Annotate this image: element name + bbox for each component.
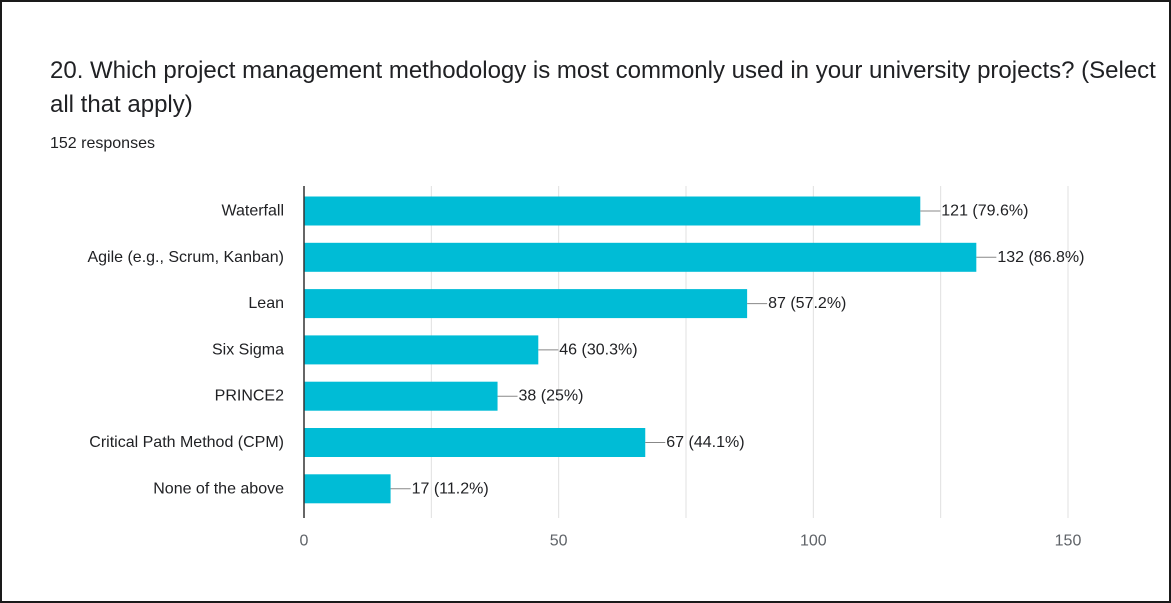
data-label: 38 (25%) [519, 388, 584, 405]
category-label: Critical Path Method (CPM) [89, 434, 284, 451]
category-label: PRINCE2 [215, 388, 284, 405]
data-label: 67 (44.1%) [666, 434, 744, 451]
data-label: 46 (30.3%) [559, 341, 637, 358]
bar-0 [304, 196, 921, 226]
bar-1 [304, 242, 977, 272]
category-label: Lean [248, 295, 284, 312]
bar-5 [304, 428, 646, 457]
data-label: 87 (57.2%) [768, 295, 846, 312]
bar-6 [304, 474, 391, 504]
question-title: 20. Which project management methodology… [50, 57, 1156, 118]
bar-2 [304, 289, 748, 319]
bar-3 [304, 335, 539, 365]
data-label: 17 (11.2%) [412, 480, 489, 497]
category-label: Six Sigma [212, 341, 284, 358]
category-label: Agile (e.g., Scrum, Kanban) [87, 249, 284, 266]
category-label: None of the above [153, 480, 284, 497]
x-tick-label: 100 [800, 533, 827, 550]
data-label: 121 (79.6%) [941, 203, 1028, 220]
x-tick-label: 0 [300, 533, 309, 550]
bar-4 [304, 381, 498, 411]
x-tick-label: 150 [1055, 533, 1082, 550]
data-label: 132 (86.8%) [997, 249, 1084, 266]
category-label: Waterfall [221, 203, 284, 220]
x-tick-label: 50 [550, 533, 568, 550]
response-count: 152 responses [50, 135, 155, 152]
